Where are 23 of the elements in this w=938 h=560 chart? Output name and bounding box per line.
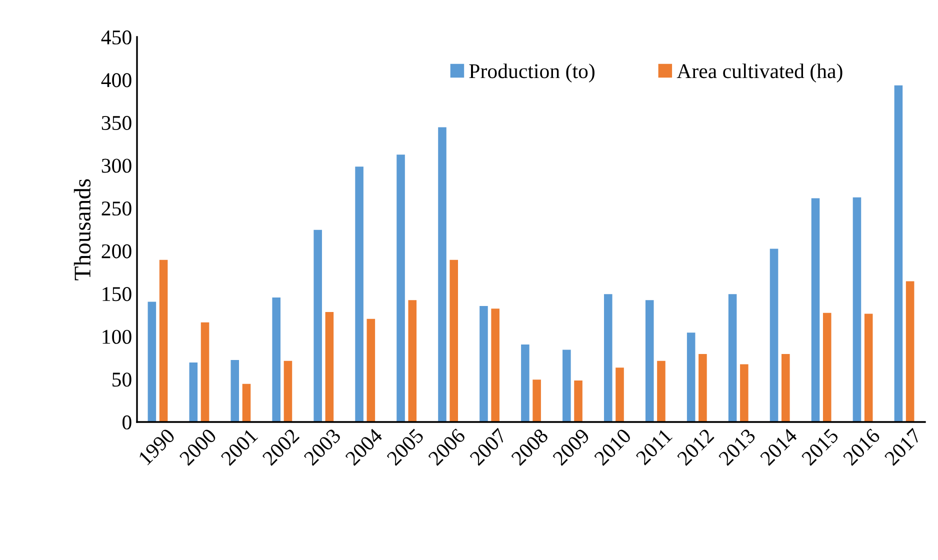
y-tick-label: 300 xyxy=(102,158,132,173)
legend-label: Production (to) xyxy=(469,64,594,82)
bar xyxy=(437,126,448,422)
bar xyxy=(478,305,489,422)
bar xyxy=(448,259,459,422)
bar xyxy=(532,378,542,422)
bar xyxy=(490,308,500,422)
y-tick-label: 50 xyxy=(112,372,132,387)
bar xyxy=(562,348,572,422)
y-tick-label: 400 xyxy=(101,73,132,88)
bar xyxy=(614,366,625,422)
bar xyxy=(520,344,530,422)
bar xyxy=(573,380,584,422)
y-tick-label: 200 xyxy=(102,244,132,258)
bar xyxy=(603,293,614,422)
legend-label: Area cultivated (ha) xyxy=(676,64,842,82)
y-tick-label: 0 xyxy=(122,415,132,430)
y-axis-title: Thousands xyxy=(74,179,91,280)
y-tick-label: 250 xyxy=(102,201,132,216)
y-tick-label: 100 xyxy=(102,330,132,344)
y-tick-label: 450 xyxy=(101,30,132,44)
y-tick-label: 350 xyxy=(102,116,132,130)
y-tick-label: 150 xyxy=(102,287,132,302)
